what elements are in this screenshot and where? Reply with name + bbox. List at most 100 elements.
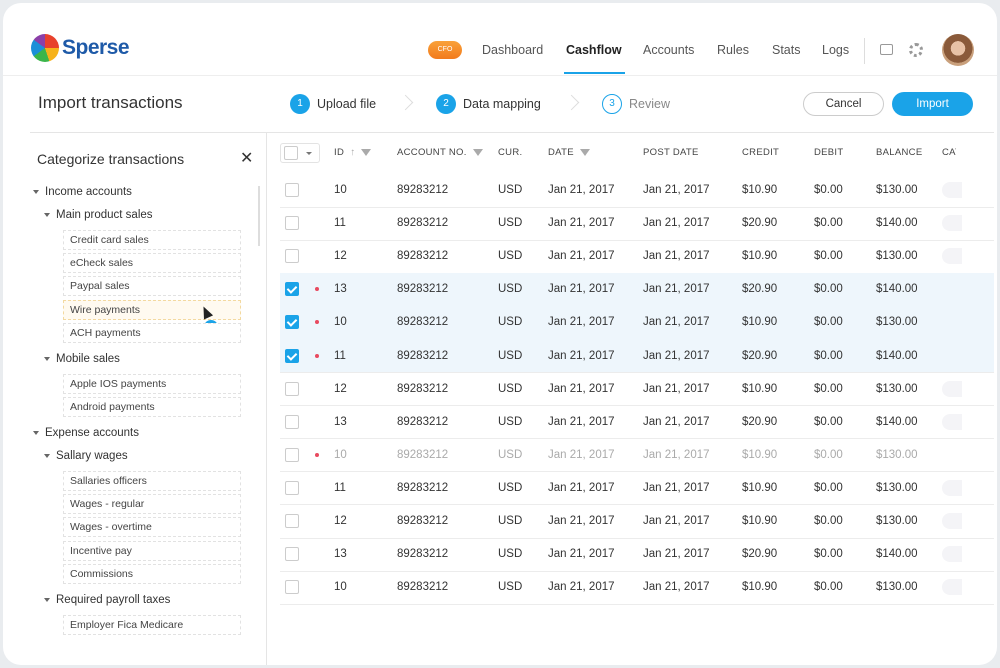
table-cell: 89283212 (397, 382, 449, 395)
caret[interactable] (44, 454, 50, 458)
tree-item[interactable]: Apple IOS payments (70, 377, 167, 390)
row-checkbox[interactable] (285, 315, 299, 330)
tree-subgroup[interactable]: Main product sales (56, 209, 153, 221)
table-cell: $0.00 (814, 415, 843, 428)
row-checkbox[interactable] (285, 414, 299, 429)
tree-item-box[interactable] (63, 517, 241, 538)
table-cell: 89283212 (397, 316, 449, 329)
tree-item[interactable]: Sallaries officers (70, 475, 147, 487)
row-checkbox[interactable] (285, 447, 299, 462)
tree-item[interactable]: Incentive pay (70, 544, 132, 557)
tree-item[interactable]: Wages - regular (70, 498, 145, 511)
column-header[interactable]: ACCOUNT NO. (397, 147, 467, 158)
tree-item-box[interactable] (63, 230, 241, 250)
badge[interactable]: CFO (428, 41, 462, 59)
import-button[interactable]: Import (892, 92, 973, 116)
tree-subgroup[interactable]: Mobile sales (56, 352, 120, 365)
nav-link[interactable]: Stats (772, 43, 801, 57)
row-checkbox[interactable] (285, 480, 299, 495)
filter-icon[interactable] (472, 149, 483, 156)
nav-link[interactable]: Accounts (643, 43, 695, 57)
caret[interactable] (33, 190, 39, 194)
row-checkbox[interactable] (285, 249, 299, 264)
tree-item[interactable]: eCheck sales (70, 257, 134, 270)
table-cell: 89283212 (397, 217, 449, 230)
tree-group[interactable]: Income accounts (45, 186, 132, 198)
table-cell: $130.00 (876, 250, 918, 263)
table-cell: Jan 21, 2017 (548, 184, 615, 196)
caret[interactable] (44, 356, 50, 361)
tree-item-box[interactable] (63, 253, 241, 274)
column-header[interactable]: DEBIT (814, 147, 844, 158)
column-header[interactable]: CAT (942, 147, 956, 158)
nav-link[interactable]: Rules (717, 43, 749, 57)
tree-group[interactable]: Expense accounts (45, 427, 139, 439)
tree-item[interactable]: Credit card sales (70, 234, 149, 246)
table-cell: $10.90 (742, 316, 778, 329)
row-checkbox[interactable] (285, 514, 299, 528)
column-header[interactable]: CREDIT (742, 147, 780, 158)
tree-item[interactable]: Paypal sales (70, 280, 130, 293)
row-checkbox[interactable] (285, 183, 299, 197)
nav-link[interactable]: Dashboard (482, 43, 544, 57)
table-cell: Jan 21, 2017 (643, 316, 710, 329)
column-header[interactable]: CUR. (498, 147, 523, 158)
tree-item[interactable]: Wages - overtime (70, 521, 152, 534)
tree-item-box[interactable] (63, 373, 241, 394)
tree-item[interactable]: Employer Fica Medicare (70, 618, 184, 631)
column-header[interactable]: BALANCE (876, 147, 923, 158)
table-cell: 10 (334, 184, 347, 196)
tree-item-box[interactable] (63, 540, 241, 561)
tree-item-box[interactable] (63, 614, 241, 635)
table-cell: Jan 21, 2017 (643, 448, 710, 461)
column-header[interactable]: ID (334, 147, 345, 158)
table-cell: 12 (334, 250, 347, 263)
tree-item-box[interactable] (63, 471, 241, 491)
tree-item-box[interactable] (63, 299, 241, 320)
cancel-button[interactable]: Cancel (803, 92, 884, 116)
nav-link[interactable]: Cashflow (566, 43, 622, 57)
table-cell: $140.00 (876, 548, 918, 561)
close-icon[interactable]: ✕ (240, 150, 254, 167)
caret[interactable] (44, 213, 50, 217)
table-cell: Jan 21, 2017 (643, 349, 710, 362)
filter-icon[interactable] (579, 149, 590, 156)
settings-icon[interactable] (909, 43, 923, 57)
row-checkbox[interactable] (285, 381, 299, 396)
table-cell: $10.90 (742, 448, 778, 461)
table-cell: Jan 21, 2017 (643, 548, 710, 561)
filter-icon[interactable] (361, 149, 372, 156)
tree-item[interactable]: Wire payments (70, 303, 141, 316)
row-checkbox[interactable] (285, 348, 299, 363)
column-header[interactable]: POST DATE (643, 147, 699, 158)
tree-item-box[interactable] (63, 276, 241, 297)
caret[interactable] (44, 597, 50, 602)
row-checkbox[interactable] (285, 216, 299, 231)
tree-item[interactable]: ACH payments (70, 326, 141, 339)
tree-item-box[interactable] (63, 494, 241, 515)
header-checkbox[interactable] (284, 146, 298, 160)
table-cell: Jan 21, 2017 (548, 415, 615, 428)
table-cell: Jan 21, 2017 (548, 349, 615, 362)
tree-item-box[interactable] (63, 322, 241, 343)
table-cell: USD (498, 382, 523, 395)
status-dot (315, 452, 319, 457)
tree-item-box[interactable] (63, 397, 241, 417)
table-cell: Jan 21, 2017 (643, 481, 710, 494)
nav-link[interactable]: Logs (822, 43, 850, 57)
row-checkbox[interactable] (285, 282, 299, 297)
tree-item[interactable]: Commissions (70, 567, 134, 580)
tree-item-box[interactable] (63, 563, 241, 584)
sort-icon[interactable]: ↑ (350, 147, 356, 158)
row-checkbox[interactable] (285, 547, 299, 562)
tree-subgroup[interactable]: Required payroll taxes (56, 593, 171, 606)
tree-item[interactable]: Android payments (70, 401, 155, 413)
column-header[interactable]: DATE (548, 147, 574, 158)
table-cell: USD (498, 515, 523, 527)
caret[interactable] (33, 431, 39, 435)
table-cell: USD (498, 283, 523, 296)
chat-icon[interactable] (880, 44, 893, 55)
avatar[interactable] (942, 34, 974, 66)
row-checkbox[interactable] (285, 580, 299, 595)
tree-subgroup[interactable]: Sallary wages (56, 450, 128, 462)
